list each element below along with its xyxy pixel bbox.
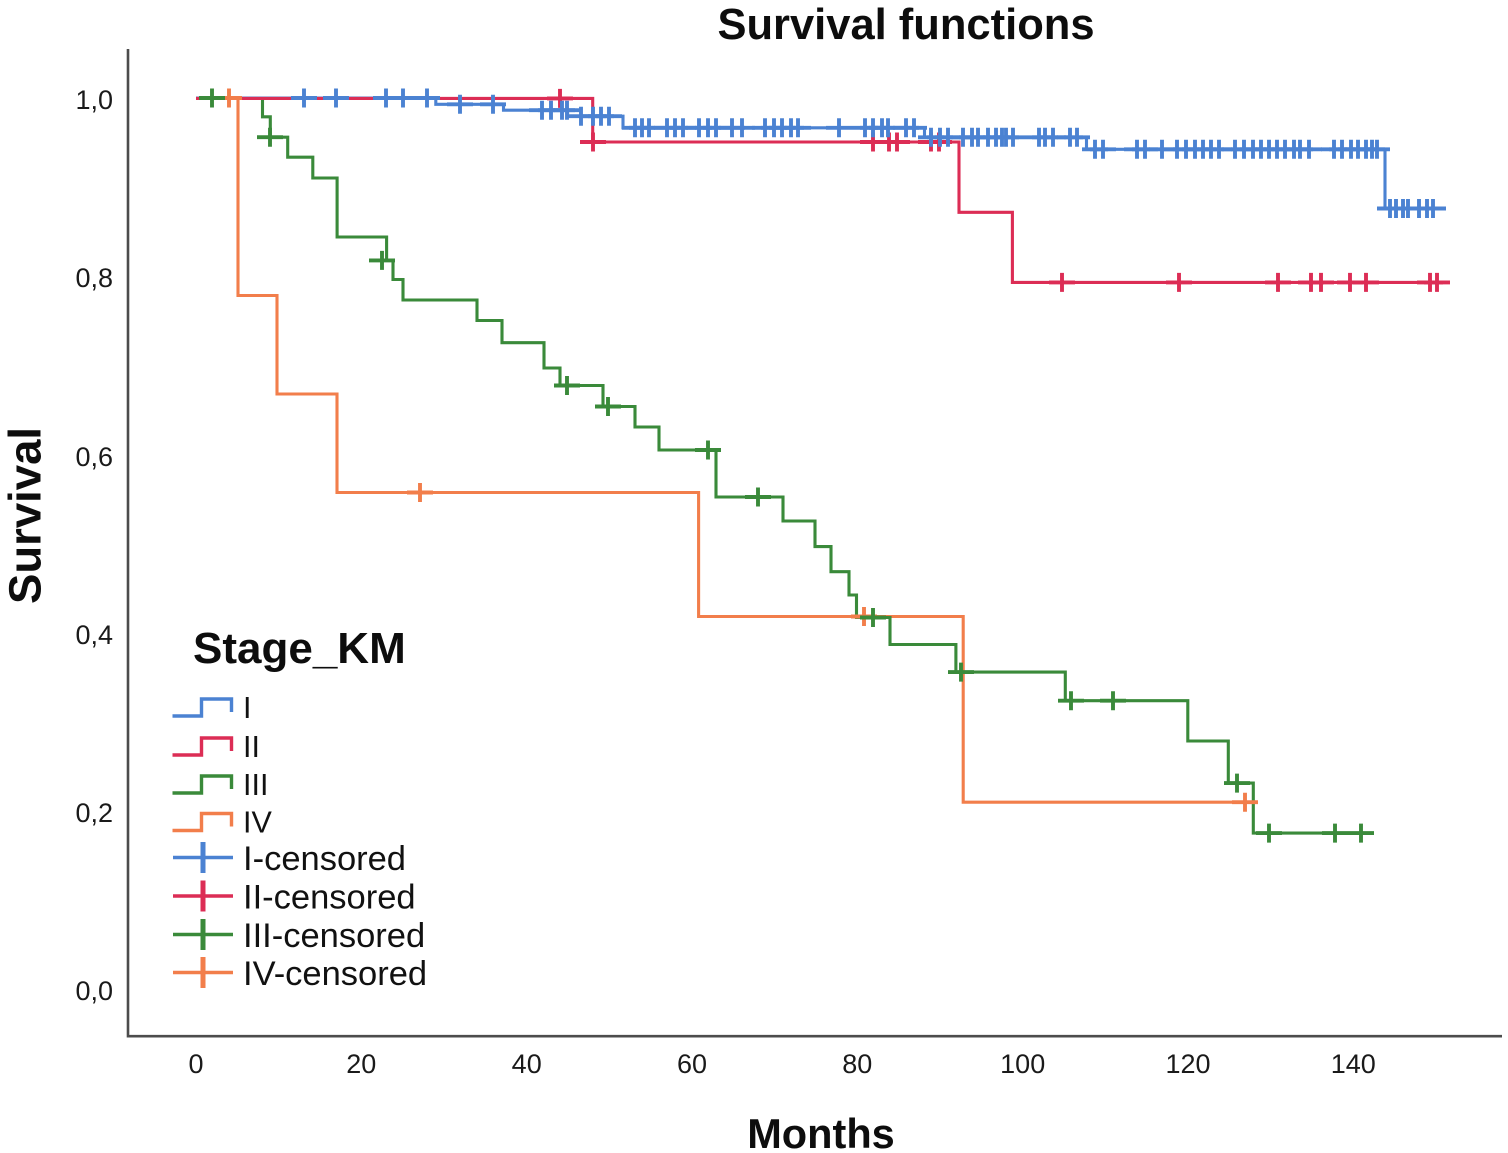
svg-text:60: 60: [677, 1049, 707, 1079]
svg-text:III-censored: III-censored: [243, 917, 425, 955]
svg-text:0,0: 0,0: [75, 976, 113, 1006]
svg-text:40: 40: [512, 1049, 542, 1079]
svg-text:II: II: [243, 730, 260, 764]
svg-text:Survival functions: Survival functions: [717, 1, 1094, 49]
svg-text:0,8: 0,8: [75, 263, 113, 293]
svg-text:120: 120: [1165, 1049, 1210, 1079]
svg-text:140: 140: [1331, 1049, 1376, 1079]
svg-text:20: 20: [346, 1049, 376, 1079]
svg-text:0,2: 0,2: [75, 798, 113, 828]
svg-text:IV: IV: [243, 806, 272, 840]
svg-text:III: III: [243, 768, 268, 802]
svg-text:80: 80: [842, 1049, 872, 1079]
svg-text:II-censored: II-censored: [243, 879, 416, 917]
svg-text:I-censored: I-censored: [243, 840, 406, 878]
svg-text:IV-censored: IV-censored: [243, 955, 427, 993]
svg-text:0,6: 0,6: [75, 442, 113, 472]
svg-text:1,0: 1,0: [75, 85, 113, 115]
svg-text:100: 100: [1000, 1049, 1045, 1079]
svg-text:Survival: Survival: [0, 427, 51, 604]
svg-text:I: I: [243, 691, 251, 725]
svg-text:Stage_KM: Stage_KM: [193, 624, 406, 673]
svg-text:0,4: 0,4: [75, 620, 113, 650]
svg-text:Months: Months: [747, 1110, 895, 1153]
svg-text:0: 0: [188, 1049, 203, 1079]
